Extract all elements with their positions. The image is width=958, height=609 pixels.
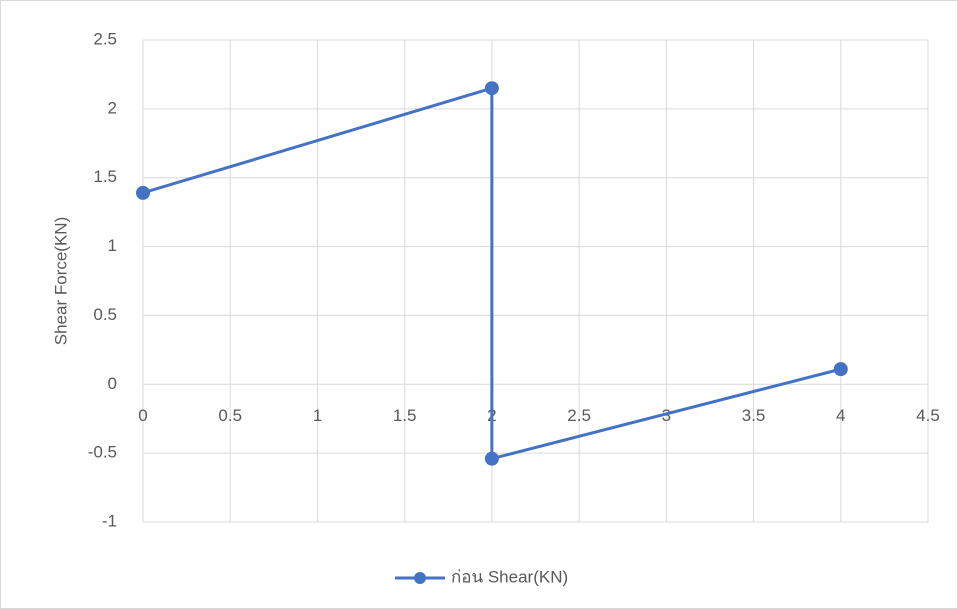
data-point [484, 451, 499, 466]
x-tick-label: 1 [313, 406, 322, 425]
x-tick-label: 3.5 [742, 406, 766, 425]
y-tick-label: 0.5 [93, 305, 117, 324]
legend-label: ก่อน Shear(KN) [451, 567, 568, 586]
x-tick-label: 4.5 [916, 406, 940, 425]
legend-marker [414, 572, 426, 584]
data-point [136, 185, 150, 200]
series-line [142, 86, 842, 461]
y-tick-label: -1 [102, 511, 117, 530]
y-tick-label: 1 [108, 236, 117, 255]
x-tick-label: 1.5 [393, 406, 417, 425]
data-point [833, 362, 848, 377]
y-axis-label: Shear Force(KN) [51, 217, 70, 345]
y-tick-label: 0 [108, 374, 117, 393]
y-tick-label: 2 [108, 98, 117, 117]
x-tick-label: 2.5 [567, 406, 591, 425]
data-point [484, 81, 499, 96]
y-tick-label: -0.5 [88, 443, 117, 462]
x-tick-label: 0 [138, 406, 147, 425]
y-tick-label: 2.5 [93, 29, 117, 48]
y-tick-label: 1.5 [93, 167, 117, 186]
x-tick-label: 4 [836, 406, 845, 425]
x-tick-label: 0.5 [218, 406, 242, 425]
